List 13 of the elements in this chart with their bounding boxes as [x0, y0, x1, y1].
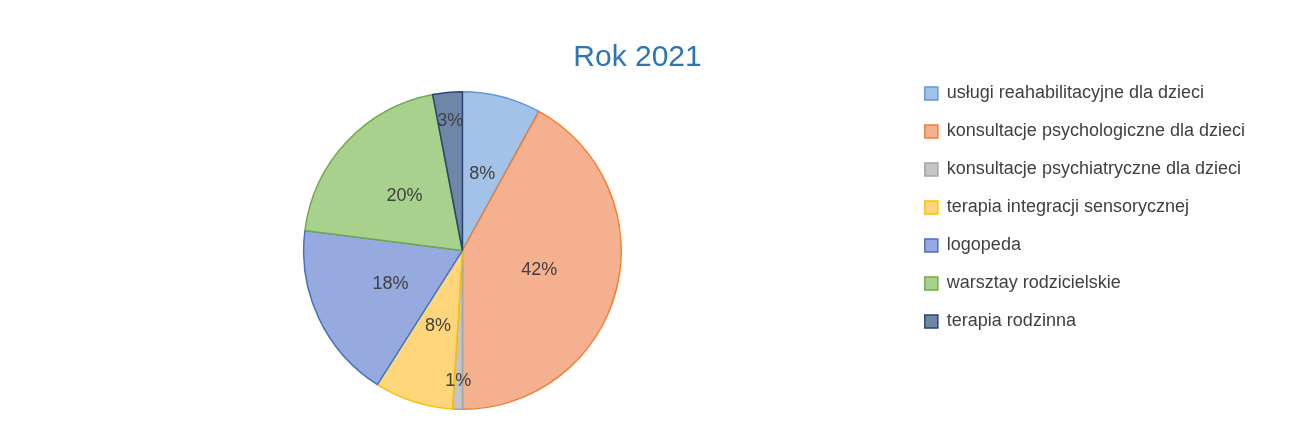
legend-label: usługi reahabilitacyjne dla dzieci	[946, 82, 1204, 103]
legend-label: logopeda	[946, 234, 1022, 255]
legend-label: konsultacje psychiatryczne dla dzieci	[946, 158, 1241, 179]
legend-label: terapia rodzinna	[946, 310, 1077, 331]
data-label: 8%	[424, 314, 451, 335]
data-label: 18%	[372, 273, 409, 294]
legend-label: konsultacje psychologiczne dla dzieci	[946, 120, 1245, 141]
data-label: 8%	[469, 162, 496, 183]
data-label: 42%	[521, 259, 558, 280]
data-label: 20%	[386, 185, 423, 206]
chart-title: Rok 2021	[573, 39, 702, 73]
legend-label: warsztay rodzicielskie	[945, 272, 1121, 293]
legend-label: terapia integracji sensorycznej	[946, 196, 1189, 217]
